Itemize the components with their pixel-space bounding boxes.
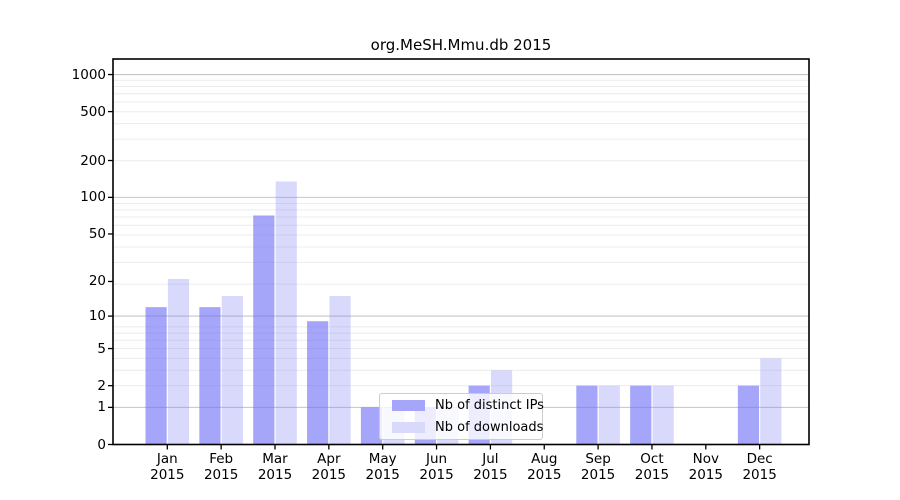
bar-downloads-oct (652, 385, 674, 445)
x-tick-label: Apr 2015 (311, 451, 347, 483)
y-tick-label: 5 (97, 340, 106, 357)
x-tick-label: Oct 2015 (634, 451, 670, 483)
bar-ips-jan (145, 307, 167, 445)
y-tick-label: 100 (80, 189, 106, 206)
x-tick-label: Sep 2015 (580, 451, 616, 483)
y-tick-label: 50 (88, 225, 106, 242)
y-tick-label: 1000 (71, 66, 106, 83)
y-tick-label: 20 (88, 273, 106, 290)
chart-title: org.MeSH.Mmu.db 2015 (370, 36, 552, 54)
bar-downloads-feb (221, 296, 243, 445)
y-tick-label: 500 (80, 103, 106, 120)
bar-ips-mar (253, 215, 275, 445)
bar-downloads-jan (167, 278, 190, 445)
y-tick-label: 0 (97, 436, 106, 453)
y-tick-label: 200 (80, 152, 106, 169)
x-tick-label: Dec 2015 (742, 451, 777, 483)
legend-label-distinct-ips: Nb of distinct IPs (435, 398, 544, 413)
bar-ips-oct (630, 385, 652, 445)
x-tick-label: Feb 2015 (203, 451, 239, 483)
legend: Nb of distinct IPs Nb of downloads (379, 393, 544, 440)
bar-downloads-dec (760, 358, 782, 445)
y-tick-label: 1 (97, 399, 106, 416)
x-tick-label: May 2015 (365, 451, 400, 483)
legend-label-downloads: Nb of downloads (435, 420, 544, 435)
bar-ips-apr (307, 321, 329, 445)
bar-downloads-sep (598, 385, 620, 445)
x-tick-label: Jun 2015 (419, 451, 454, 483)
bar-ips-sep (576, 385, 598, 445)
bar-ips-feb (199, 307, 221, 445)
legend-swatch-downloads (392, 422, 425, 433)
x-tick-label: Nov 2015 (688, 451, 723, 483)
bar-ips-dec (737, 385, 760, 445)
legend-swatch-distinct-ips (392, 400, 425, 411)
bar-downloads-mar (275, 181, 297, 445)
x-tick-label: Mar 2015 (257, 451, 293, 483)
x-tick-label: Aug 2015 (527, 451, 562, 483)
legend-item-downloads: Nb of downloads (380, 418, 544, 437)
x-tick-label: Jan 2015 (150, 451, 185, 483)
plot-border (112, 58, 810, 446)
x-tick-label: Jul 2015 (473, 451, 508, 483)
y-tick-label: 2 (97, 377, 106, 394)
y-tick-label: 10 (88, 308, 106, 325)
bar-ips-may (360, 407, 383, 445)
bar-downloads-apr (329, 296, 351, 445)
legend-item-distinct-ips: Nb of distinct IPs (380, 396, 544, 415)
